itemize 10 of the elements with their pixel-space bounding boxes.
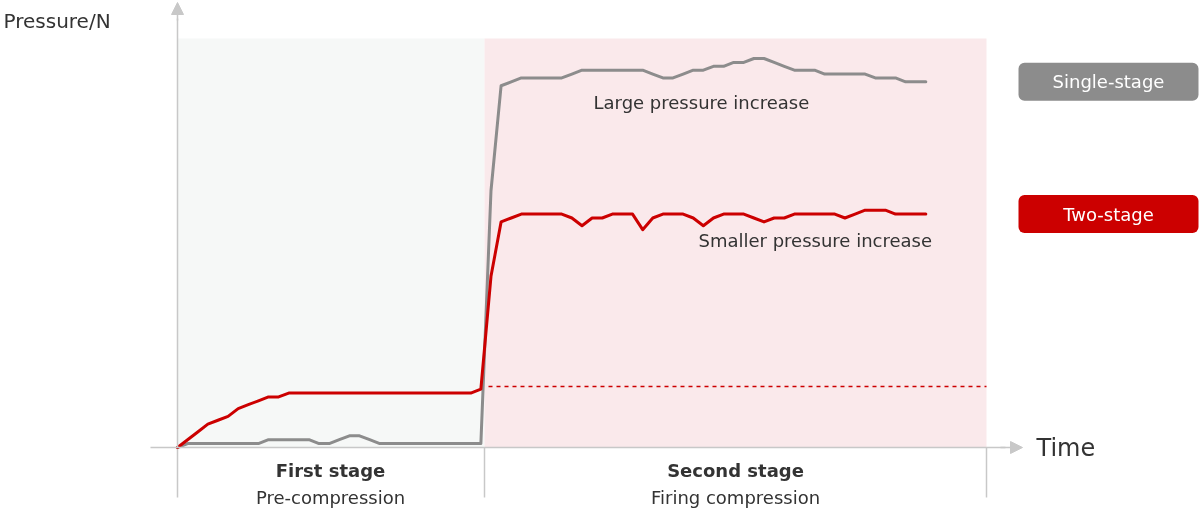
text: Single-stage [1052, 71, 1165, 93]
text: Second stage [667, 460, 804, 481]
text: Two-stage [1062, 203, 1154, 225]
annotation: Smaller pressure increase [698, 230, 933, 251]
annotation: Large pressure increase [593, 92, 810, 113]
text: Firing compression [650, 487, 821, 508]
x-axis-title: Time [1035, 433, 1096, 462]
text: Pre-compression [255, 487, 406, 508]
text: First stage [275, 460, 386, 481]
y-axis-title: Pressure/N [3, 8, 111, 33]
